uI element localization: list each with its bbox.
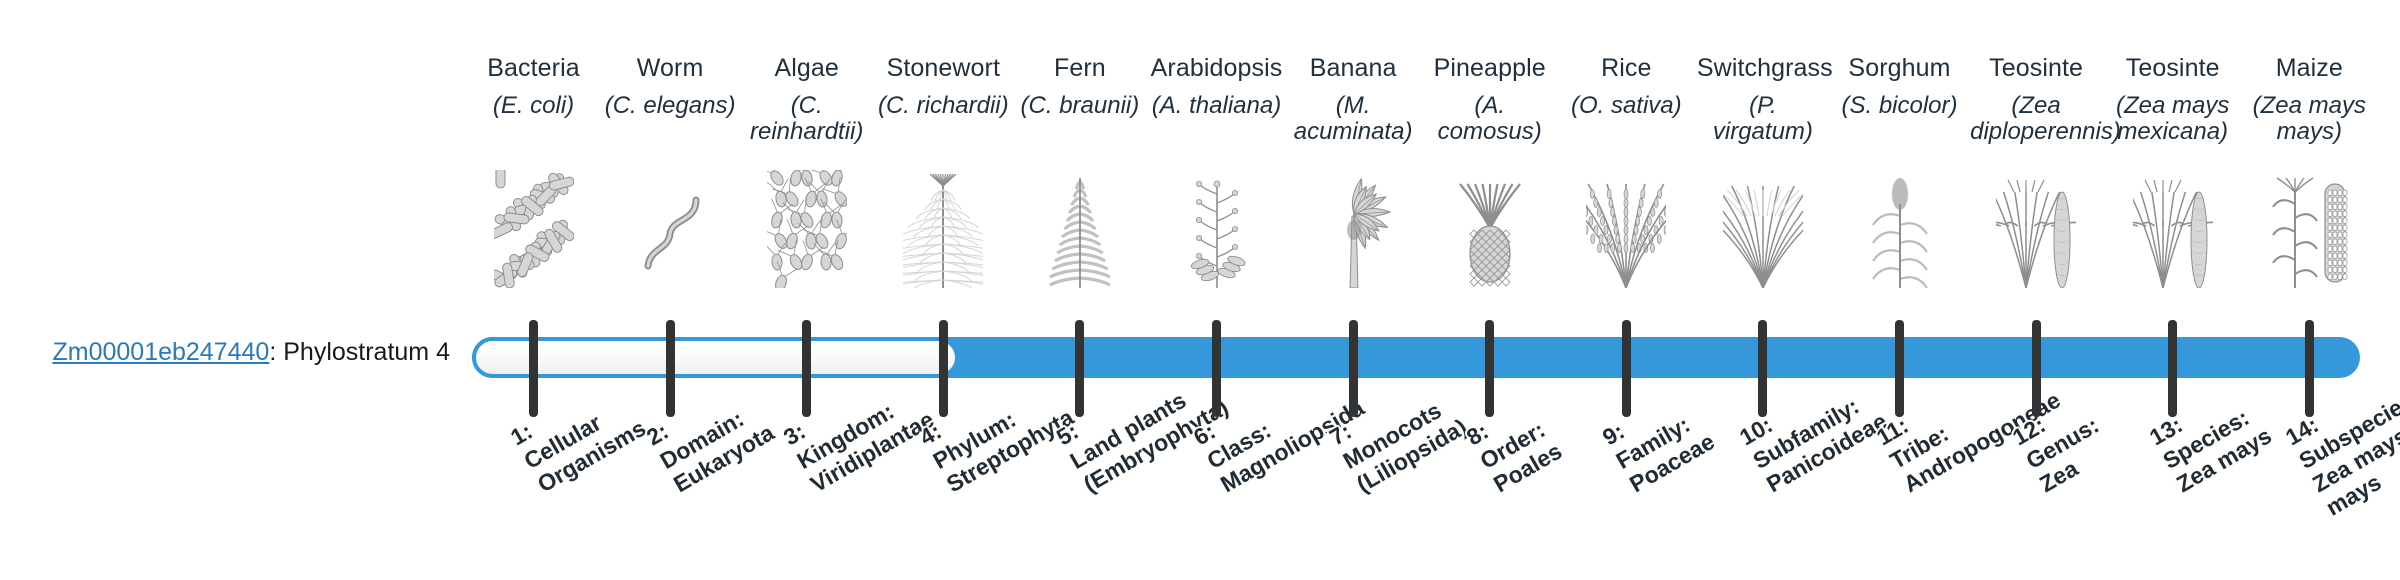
switchgrass-plant-illustration [1693,168,1833,288]
species-common-name: Teosinte [2125,54,2220,82]
phylostratum-bar-unfilled-segment [472,337,960,378]
species-scientific-name: (P. virgatum) [1712,92,1813,145]
phylostratum-tick-4[interactable] [938,320,948,417]
species-column-fern-5: Fern (C. braunii) [1014,56,1146,119]
phylostratum-tick-2[interactable] [665,320,675,417]
phylostratum-label-13[interactable]: 13: Species: Zea mays [2144,404,2276,498]
species-common-name: Algae [774,54,839,82]
species-column-algae-3: Algae (C. reinhardtii) [741,56,873,145]
bacteria-rods-illustration [464,168,604,288]
phylostratum-label-9[interactable]: 9: Family: Poaceae [1598,411,1720,498]
species-common-name: Teosinte [1989,54,2084,82]
species-column-stonewort-4: Stonewort (C. richardii) [877,56,1009,119]
species-scientific-name: (C. reinhardtii) [749,92,864,145]
phylostratum-label-8[interactable]: 8: Order: Poales [1461,416,1567,498]
species-scientific-name: (C. elegans) [604,92,736,119]
species-scientific-name: (S. bicolor) [1841,92,1958,119]
species-scientific-name: (O. sativa) [1570,92,1682,119]
phylostratum-tick-11[interactable] [1895,320,1904,417]
phylostratum-tick-9[interactable] [1621,320,1631,417]
species-column-sorghum-11: Sorghum (S. bicolor) [1834,56,1966,119]
species-column-teosinte-13: Teosinte (Zea mays mexicana) [2107,56,2239,145]
species-common-name: Switchgrass [1696,54,1833,82]
gene-phylostratum-value: Phylostratum 4 [283,338,450,366]
species-scientific-name: (Zea diploperennis) [1970,92,2121,145]
phylostratum-bar-track[interactable] [472,337,2360,378]
maize-plant-and-cob-illustration [2239,168,2379,288]
phylostratum-label-14[interactable]: 14: Subspecies: Zea mays mays [2281,383,2400,521]
species-common-name: Pineapple [1433,54,1546,82]
species-scientific-name: (A. thaliana) [1151,92,1282,119]
green-algae-cells-illustration [737,168,877,288]
species-scientific-name: (C. richardii) [877,92,1009,119]
stonewort-alga-illustration [873,168,1013,288]
phylostratum-label-2[interactable]: 2: Domain: Eukaryota [642,405,779,498]
species-column-worm-2: Worm (C. elegans) [604,56,736,119]
nematode-worm-illustration [600,168,740,288]
species-column-bacteria-1: Bacteria (E. coli) [468,56,600,119]
gene-phylostratum-label: Zm00001eb247440: Phylostratum 4 [0,340,450,365]
arabidopsis-plant-illustration [1147,168,1287,288]
species-column-banana-7: Banana (M. acuminata) [1287,56,1419,145]
phylostratum-tick-12[interactable] [2031,320,2041,417]
species-common-name: Maize [2275,54,2343,82]
phylostratum-tick-1[interactable] [529,320,538,417]
phylostratum-tick-7[interactable] [1348,320,1358,417]
teosinte-plant-and-ear-illustration [1966,168,2106,288]
banana-tree-illustration [1283,168,1423,288]
phylostratum-tick-14[interactable] [2304,320,2314,417]
species-scientific-name: (C. braunii) [1020,92,1140,119]
species-column-rice-9: Rice (O. sativa) [1560,56,1692,119]
phylostratum-tick-5[interactable] [1075,320,1085,417]
species-common-name: Bacteria [487,54,580,82]
species-common-name: Sorghum [1848,54,1951,82]
fern-frond-illustration [1010,168,1150,288]
phylostratum-tick-10[interactable] [1758,320,1768,417]
species-column-maize-14: Maize (Zea mays mays) [2243,56,2375,145]
rice-plant-illustration [1556,168,1696,288]
species-common-name: Banana [1309,54,1397,82]
phylostratum-tick-13[interactable] [2168,320,2178,417]
phylostratum-tick-3[interactable] [802,320,812,417]
gene-label-separator: : [269,338,284,366]
species-column-arabidopsis-6: Arabidopsis (A. thaliana) [1151,56,1283,119]
species-common-name: Arabidopsis [1150,54,1283,82]
species-common-name: Stonewort [886,54,1001,82]
species-common-name: Rice [1601,54,1652,82]
phylostratum-tick-6[interactable] [1212,320,1221,417]
species-scientific-name: (M. acuminata) [1293,92,1413,145]
pineapple-fruit-illustration [1420,168,1560,288]
species-scientific-name: (E. coli) [492,92,575,119]
species-common-name: Fern [1053,54,1106,82]
species-column-teosinte-12: Teosinte (Zea diploperennis) [1970,54,2121,145]
species-scientific-name: (Zea mays mays) [2252,92,2366,145]
species-scientific-name: (A. comosus) [1437,92,1542,145]
phylostratum-tick-8[interactable] [1485,320,1495,417]
species-scientific-name: (Zea mays mexicana) [2116,92,2230,145]
species-column-switchgrass-10: Switchgrass (P. virgatum) [1696,54,1833,145]
gene-id-link[interactable]: Zm00001eb247440 [52,338,270,366]
species-column-pineapple-8: Pineapple (A. comosus) [1424,56,1556,145]
sorghum-plant-illustration [1830,168,1970,288]
teosinte-plant-and-ear-illustration [2103,168,2243,288]
phylostratum-label-1[interactable]: 1: Cellular Organisms [505,409,650,498]
species-common-name: Worm [636,54,704,82]
